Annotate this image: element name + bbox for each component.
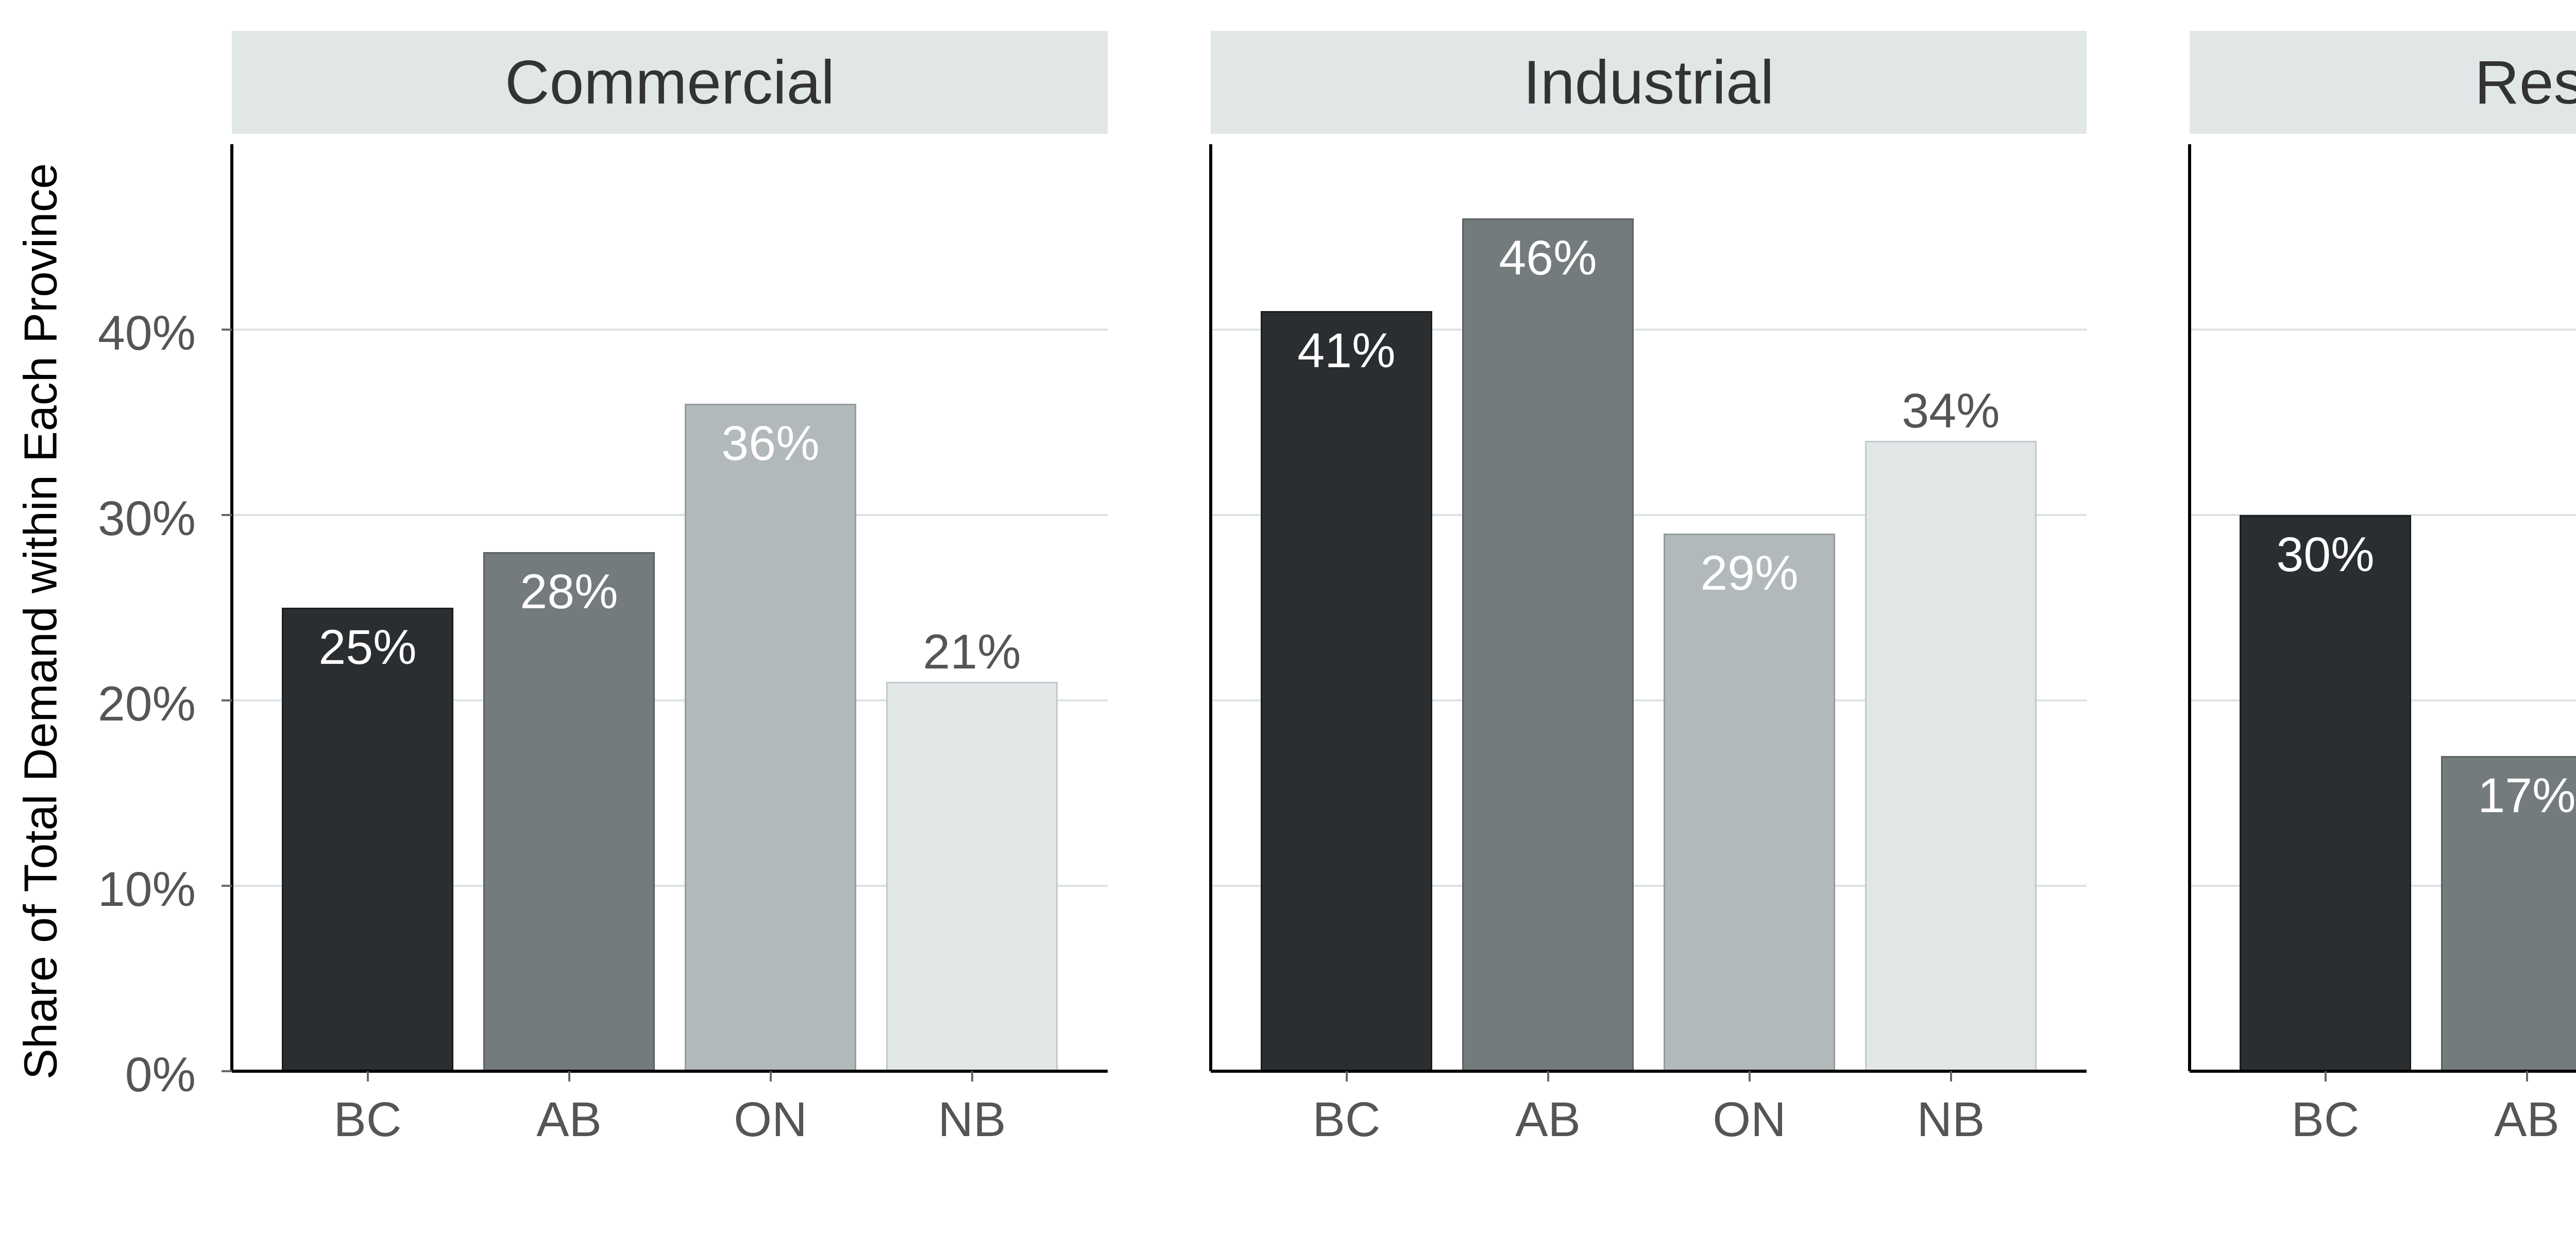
bar: 41%: [1261, 311, 1432, 1071]
x-tick-mark: [367, 1071, 369, 1082]
x-tick-mark: [2526, 1071, 2528, 1082]
y-tick-mark: [222, 329, 232, 331]
y-tick-label: 30%: [0, 491, 196, 547]
bar-value-label: 36%: [686, 416, 854, 472]
y-axis-line: [230, 144, 233, 1071]
x-tick-label: AB: [468, 1092, 670, 1148]
bar: 36%: [685, 404, 856, 1071]
y-tick-mark: [222, 699, 232, 701]
bar-value-label: 41%: [1262, 323, 1430, 379]
x-tick-mark: [1346, 1071, 1348, 1082]
x-tick-label: ON: [1649, 1092, 1850, 1148]
x-tick-label: AB: [2426, 1092, 2576, 1148]
y-tick-label: 0%: [0, 1047, 196, 1103]
y-axis-line: [1209, 144, 1212, 1071]
x-tick-mark: [2325, 1071, 2327, 1082]
x-axis-line: [2190, 1070, 2576, 1073]
figure: Share of Total Demand within Each Provin…: [0, 0, 2576, 1236]
y-tick-mark: [222, 1070, 232, 1072]
x-tick-label: BC: [2225, 1092, 2426, 1148]
bar: 21%: [886, 682, 1057, 1071]
bar-value-label: 30%: [2241, 527, 2409, 583]
bar: 46%: [1462, 218, 1633, 1071]
y-axis-line: [2188, 144, 2191, 1071]
x-tick-label: ON: [670, 1092, 871, 1148]
x-tick-mark: [971, 1071, 973, 1082]
x-tick-mark: [770, 1071, 772, 1082]
y-tick-mark: [222, 514, 232, 516]
y-tick-label: 20%: [0, 676, 196, 732]
gridline: [232, 329, 1108, 331]
bar-value-label: 29%: [1665, 545, 1833, 602]
plot-area: 41%46%29%34%BCABONNB: [1211, 144, 2087, 1071]
panel: Industrial 41% 46% 29% 34% BCABONNB: [1211, 31, 2087, 1226]
panel: Residential30%17%31%43%BCABONNB: [2190, 31, 2576, 1226]
plot-area: 30%17%31%43%BCABONNB: [2190, 144, 2576, 1071]
bar-value-label: 28%: [485, 564, 653, 620]
gridline: [232, 514, 1108, 516]
panel: Commercial 25% 28% 36% 21% BCABONNB: [232, 31, 1108, 1226]
bar-value-label: 46%: [1464, 230, 1632, 286]
facet-title: Industrial: [1523, 47, 1774, 118]
bar: 34%: [1865, 441, 2036, 1071]
bar: 17%: [2441, 756, 2576, 1071]
bar: 30%: [2240, 515, 2411, 1071]
bar: 25%: [282, 608, 453, 1071]
facet-title: Commercial: [505, 47, 835, 118]
x-tick-label: AB: [1447, 1092, 1649, 1148]
facet-title: Residential: [2475, 47, 2576, 118]
x-axis-line: [232, 1070, 1108, 1073]
plot-area: 25%28%36%21%BCABONNB: [232, 144, 1108, 1071]
facet-strip: Residential: [2190, 31, 2576, 134]
bar: 29%: [1664, 534, 1835, 1071]
x-tick-label: BC: [1246, 1092, 1447, 1148]
gridline: [2190, 329, 2576, 331]
x-tick-mark: [568, 1071, 570, 1082]
x-tick-label: NB: [1850, 1092, 2052, 1148]
bar-value-label: 34%: [1867, 383, 2035, 439]
x-tick-label: BC: [267, 1092, 468, 1148]
y-tick-mark: [222, 885, 232, 887]
y-tick-label: 10%: [0, 862, 196, 918]
x-axis-line: [1211, 1070, 2087, 1073]
facet-strip: Commercial: [232, 31, 1108, 134]
bar-value-label: 25%: [283, 620, 451, 676]
x-tick-mark: [1950, 1071, 1952, 1082]
bar-value-label: 21%: [888, 624, 1056, 680]
facet-strip: Industrial: [1211, 31, 2087, 134]
bar-value-label: 17%: [2443, 768, 2576, 824]
x-tick-mark: [1547, 1071, 1549, 1082]
bar: 28%: [483, 552, 654, 1071]
y-tick-label: 40%: [0, 305, 196, 362]
x-tick-mark: [1749, 1071, 1751, 1082]
x-tick-label: NB: [871, 1092, 1073, 1148]
y-axis-label: Share of Total Demand within Each Provin…: [15, 29, 68, 1214]
